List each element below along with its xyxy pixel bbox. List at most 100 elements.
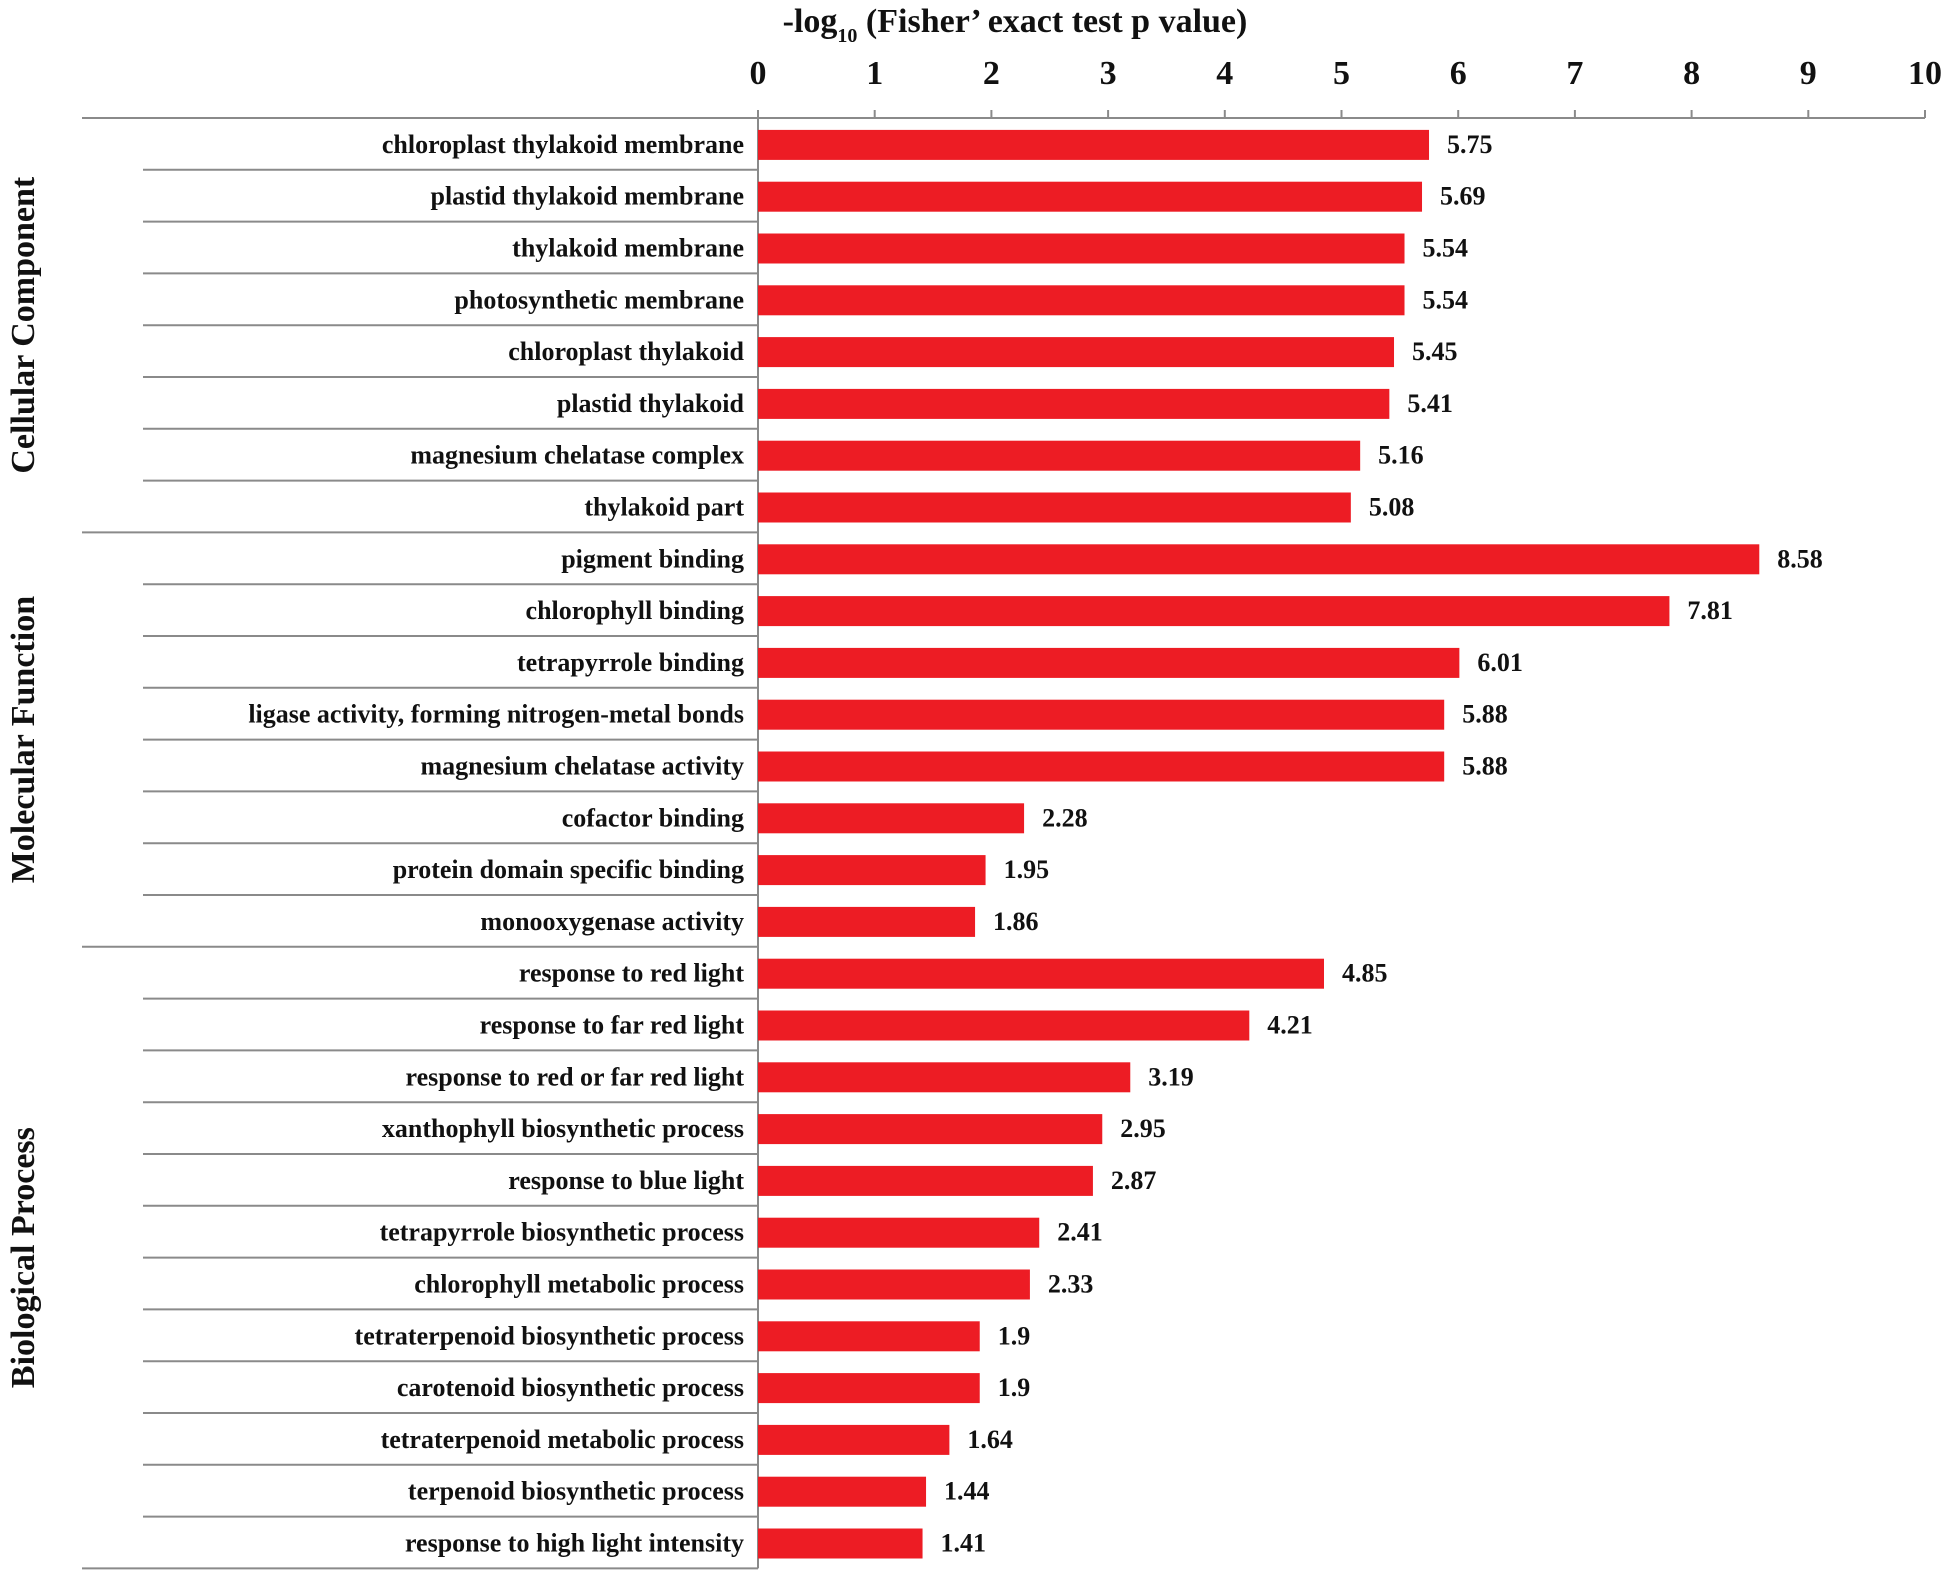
bar (758, 181, 1423, 212)
x-tick-label: 3 (1100, 55, 1117, 92)
x-tick-label: 10 (1908, 55, 1942, 92)
category-label: carotenoid biosynthetic process (397, 1373, 744, 1402)
bar (758, 699, 1445, 730)
group-label: Molecular Function (5, 596, 42, 883)
bar-row: response to blue light 2.87 (508, 1165, 1157, 1196)
value-label: 1.41 (941, 1529, 987, 1558)
category-label: monooxygenase activity (480, 907, 744, 936)
category-label: protein domain specific binding (393, 855, 744, 884)
category-label: chlorophyll binding (526, 596, 744, 625)
category-label: magnesium chelatase complex (410, 441, 744, 470)
category-label: terpenoid biosynthetic process (408, 1477, 744, 1506)
x-axis-title: -log10 (Fisher’ exact test p value) (783, 3, 1248, 47)
group-labels: Cellular Component Molecular Function Biol… (5, 176, 42, 1388)
category-label: magnesium chelatase activity (420, 752, 744, 781)
x-tick-label: 0 (750, 55, 767, 92)
bar-row: photosynthetic membrane 5.54 (454, 285, 1468, 316)
bar (758, 1010, 1250, 1041)
value-label: 5.45 (1412, 337, 1458, 366)
bar-row: response to red or far red light 3.19 (406, 1062, 1194, 1093)
x-tick-label: 9 (1800, 55, 1817, 92)
value-label: 5.41 (1407, 389, 1453, 418)
value-label: 1.95 (1004, 855, 1049, 884)
bar (758, 440, 1361, 471)
bar-row: cofactor binding 2.28 (562, 803, 1088, 834)
bar-row: response to red light 4.85 (519, 958, 1388, 989)
category-label: thylakoid part (584, 493, 744, 522)
bar-row: chloroplast thylakoid 5.45 (508, 337, 1458, 368)
category-label: response to red or far red light (406, 1062, 745, 1091)
value-label: 6.01 (1477, 648, 1523, 677)
value-label: 4.21 (1267, 1011, 1313, 1040)
bar (758, 388, 1390, 419)
bar (758, 1528, 923, 1559)
bar (758, 544, 1760, 575)
bar-row: thylakoid part 5.08 (584, 492, 1414, 523)
value-label: 2.87 (1111, 1166, 1157, 1195)
value-label: 1.64 (967, 1425, 1013, 1454)
category-label: response to high light intensity (405, 1529, 744, 1558)
bar-row: chlorophyll metabolic process 2.33 (414, 1269, 1094, 1300)
bar-row: tetrapyrrole binding 6.01 (517, 647, 1523, 678)
bar (758, 803, 1025, 834)
category-label: xanthophyll biosynthetic process (382, 1114, 744, 1143)
bar-row: chlorophyll binding 7.81 (526, 596, 1733, 627)
category-label: chloroplast thylakoid (508, 337, 744, 366)
bar-row: response to high light intensity 1.41 (405, 1528, 987, 1559)
bar-row: protein domain specific binding 1.95 (393, 855, 1049, 886)
group-label: Biological Process (5, 1127, 42, 1388)
x-tick-label: 2 (983, 55, 1000, 92)
bar (758, 647, 1460, 678)
bar-row: magnesium chelatase complex 5.16 (410, 440, 1424, 471)
bar (758, 751, 1445, 782)
bar-row: xanthophyll biosynthetic process 2.95 (382, 1114, 1166, 1145)
bar-row: tetraterpenoid metabolic process 1.64 (381, 1424, 1013, 1455)
bar (758, 906, 976, 937)
category-label: plastid thylakoid (557, 389, 745, 418)
category-label: tetraterpenoid metabolic process (381, 1425, 744, 1454)
value-label: 3.19 (1148, 1062, 1194, 1091)
bar (758, 337, 1395, 368)
category-label: pigment binding (561, 544, 744, 573)
value-label: 8.58 (1777, 544, 1823, 573)
bar-row: magnesium chelatase activity 5.88 (420, 751, 1508, 782)
bar-row: terpenoid biosynthetic process 1.44 (408, 1476, 990, 1507)
category-label: photosynthetic membrane (454, 285, 744, 314)
bar (758, 1476, 927, 1507)
value-label: 1.86 (993, 907, 1039, 936)
bar (758, 1062, 1131, 1093)
bar-row: plastid thylakoid 5.41 (557, 388, 1453, 419)
category-label: chloroplast thylakoid membrane (382, 130, 744, 159)
bar (758, 129, 1430, 160)
bar (758, 1373, 980, 1404)
bar (758, 285, 1405, 316)
category-label: response to red light (519, 959, 744, 988)
bar (758, 1165, 1093, 1196)
x-axis-title-subscript: 10 (837, 25, 857, 47)
bar-row: pigment binding 8.58 (561, 544, 1823, 575)
value-label: 1.44 (944, 1477, 990, 1506)
value-label: 1.9 (998, 1321, 1031, 1350)
value-label: 5.69 (1440, 182, 1486, 211)
bar-row: tetrapyrrole biosynthetic process 2.41 (380, 1217, 1103, 1248)
bar (758, 1269, 1030, 1300)
category-label: response to blue light (508, 1166, 744, 1195)
x-axis-title-prefix: -log (783, 3, 838, 40)
category-label: response to far red light (480, 1011, 745, 1040)
bar (758, 596, 1670, 627)
bar (758, 1424, 950, 1455)
axes (82, 117, 1925, 1570)
bar-row: ligase activity, forming nitrogen-metal … (248, 699, 1508, 730)
value-label: 2.33 (1048, 1270, 1094, 1299)
bar (758, 855, 986, 886)
value-label: 4.85 (1342, 959, 1388, 988)
bar (758, 958, 1324, 989)
category-label: chlorophyll metabolic process (414, 1270, 744, 1299)
bar-row: plastid thylakoid membrane 5.69 (431, 181, 1486, 212)
x-tick-label: 7 (1566, 55, 1583, 92)
bar-row: tetraterpenoid biosynthetic process 1.9 (355, 1321, 1031, 1352)
group-label: Cellular Component (5, 176, 42, 474)
bar-row: response to far red light 4.21 (480, 1010, 1313, 1041)
bar-row: carotenoid biosynthetic process 1.9 (397, 1373, 1030, 1404)
